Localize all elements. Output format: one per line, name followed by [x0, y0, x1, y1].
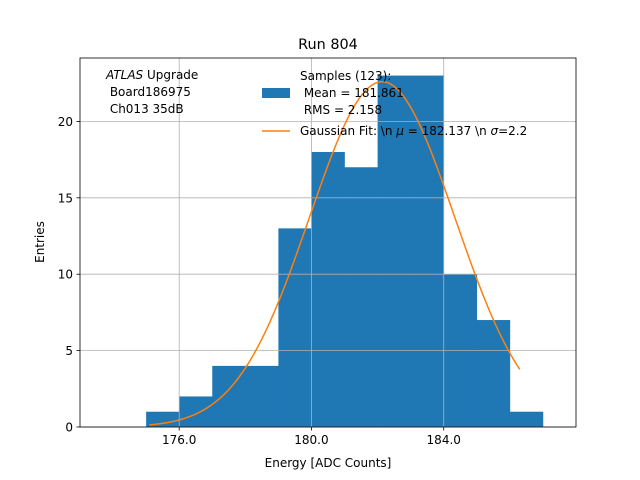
histogram-bar-1 — [179, 396, 213, 427]
y-tick-label-4: 20 — [58, 115, 73, 129]
plot-frame — [79, 57, 577, 428]
legend-fit-part-1: Gaussian Fit: \n — [300, 124, 396, 138]
histogram-bar-5 — [311, 151, 345, 428]
y-tick-label-1: 5 — [65, 344, 73, 358]
legend-samples-line-1: Samples (123): — [300, 69, 391, 83]
annotation-upgrade-word: Upgrade — [143, 68, 198, 82]
legend-fit-part-2: = 182.137 \n — [404, 124, 491, 138]
y-axis-ticks: 0 5 10 15 20 — [58, 115, 80, 435]
x-axis-label: Energy [ADC Counts] — [265, 456, 392, 470]
y-tick-label-2: 10 — [58, 268, 73, 282]
x-axis-ticks: 176.0 180.0 184.0 — [162, 427, 461, 447]
histogram-bar-6 — [344, 167, 378, 427]
annotation-line-1: ATLAS Upgrade — [105, 68, 198, 82]
legend-histogram-swatch — [262, 88, 290, 98]
legend-samples-line-2: Mean = 181.861 — [300, 86, 404, 100]
histogram-bar-8 — [410, 75, 445, 428]
annotation-line-2: Board186975 — [106, 85, 191, 99]
legend-fit-part-3: =2.2 — [498, 124, 527, 138]
legend-fit-mu: μ — [395, 124, 404, 138]
histogram-bar-11 — [509, 411, 544, 427]
histogram-bar-10 — [476, 320, 511, 427]
legend-fit-sigma: σ — [491, 124, 499, 138]
y-axis-label: Entries — [33, 221, 47, 263]
annotation-line-3: Ch013 35dB — [106, 102, 184, 116]
x-tick-label-0: 176.0 — [162, 433, 196, 447]
histogram-bar-7 — [377, 75, 411, 428]
legend: Samples (123): Mean = 181.861 RMS = 2.15… — [262, 69, 527, 138]
histogram-bar-0 — [146, 411, 180, 427]
chart-title: Run 804 — [298, 37, 358, 53]
annotation-atlas-word: ATLAS — [105, 68, 144, 82]
y-tick-label-0: 0 — [65, 421, 73, 435]
gaussian-fit-line — [149, 80, 521, 426]
legend-samples-line-3: RMS = 2.158 — [300, 103, 382, 117]
y-tick-label-3: 15 — [58, 191, 73, 205]
x-tick-label-2: 184.0 — [427, 433, 461, 447]
legend-fit-label: Gaussian Fit: \n μ = 182.137 \n σ=2.2 — [300, 124, 527, 138]
atlas-annotation: ATLAS Upgrade Board186975 Ch013 35dB — [105, 68, 198, 116]
x-tick-label-1: 180.0 — [294, 433, 328, 447]
histogram-bar-3 — [245, 365, 279, 427]
histogram-bar-4 — [278, 228, 312, 427]
